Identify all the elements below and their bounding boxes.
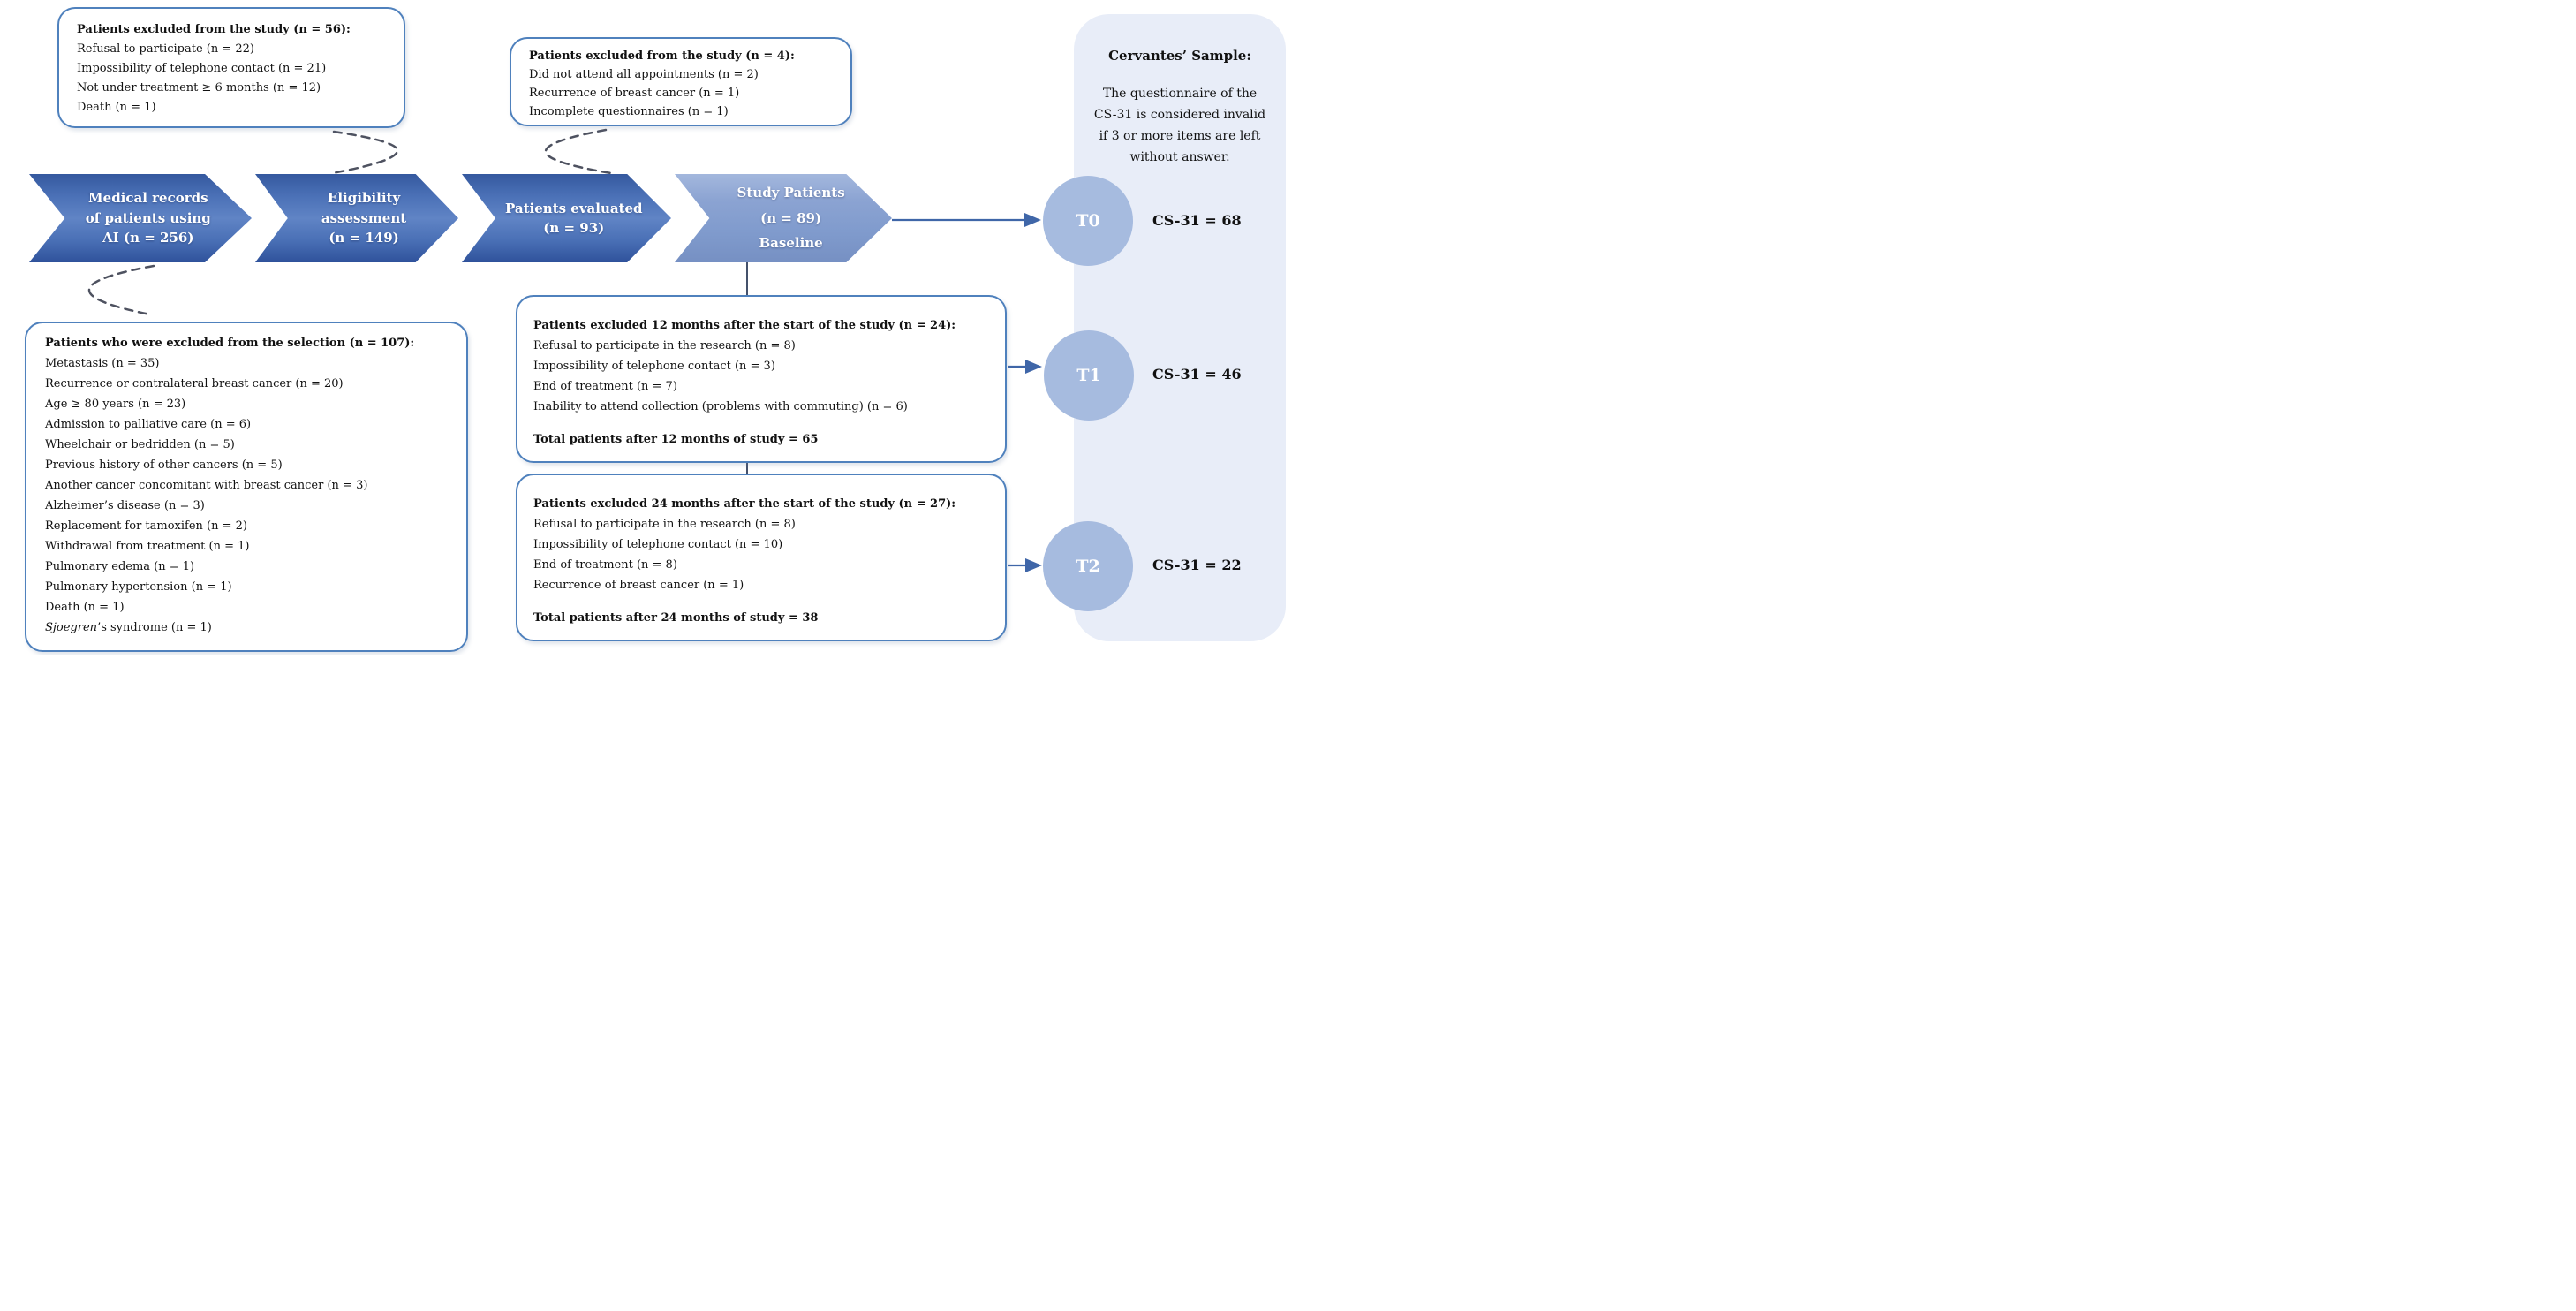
chevron-line: Medical records [88,190,208,207]
exclusion-item: Death (n = 1) [45,601,125,614]
arrowhead-t1 [1025,360,1042,374]
chevron-line: of patients using [85,209,211,226]
exclusion-item: Pulmonary hypertension (n = 1) [45,580,232,594]
chevron-label: Medical records of patients using AI (n … [29,174,252,262]
panel-note: The questionnaire of the CS-31 is consid… [1093,87,1266,164]
sjoegren-rest: ’s syndrome (n = 1) [97,621,212,634]
excluded-12-months-box: Patients excluded 12 months after the st… [516,295,1007,463]
cs31-score-t0: CS-31 = 68 [1152,212,1242,229]
exclusion-item: End of treatment (n = 7) [533,380,677,393]
sjoegren-italic: Sjoegren [45,621,98,634]
exclusion-item: Refusal to participate in the research (… [533,518,796,531]
exclusion-item: Alzheimer’s disease (n = 3) [45,499,205,512]
box-title: Patients excluded from the study (n = 56… [77,23,351,36]
exclusion-item: Incomplete questionnaires (n = 1) [529,105,729,118]
chevron-label: Patients evaluated (n = 93) [462,174,671,262]
chevron-line: Eligibility [327,190,401,207]
timepoint-circle-t1: T1 [1044,330,1134,421]
exclusion-item: Not under treatment ≥ 6 months (n = 12) [77,81,321,95]
exclusion-item: Age ≥ 80 years (n = 23) [45,398,186,411]
chevron-eligibility-assessment: Eligibility assessment (n = 149) [255,174,458,262]
exclusion-item: Recurrence of breast cancer (n = 1) [529,87,740,100]
chevron-line: Baseline [759,235,823,252]
exclusion-item: Admission to palliative care (n = 6) [45,418,252,431]
chevron-line: assessment [321,209,407,226]
exclusion-item: Impossibility of telephone contact (n = … [533,538,783,551]
cs31-score-t2: CS-31 = 22 [1152,557,1242,573]
chevron-label: Study Patients (n = 89) Baseline [675,174,892,262]
excluded-107-box: Patients who were excluded from the sele… [25,322,468,652]
total-after-12-months: Total patients after 12 months of study … [533,433,819,446]
chevron-line: AI (n = 256) [102,230,194,246]
box-title: Patients excluded from the study (n = 4)… [529,49,795,63]
exclusion-item: Recurrence or contralateral breast cance… [45,377,344,390]
exclusion-item: Impossibility of telephone contact (n = … [77,62,327,75]
chevron-line: (n = 149) [329,230,399,246]
exclusion-item: Death (n = 1) [77,101,156,114]
total-after-24-months: Total patients after 24 months of study … [533,611,819,625]
chevron-line: (n = 93) [543,220,605,236]
chevron-line: Study Patients [737,185,845,201]
arrowhead-t2 [1025,558,1042,572]
exclusion-item: Impossibility of telephone contact (n = … [533,360,775,373]
exclusion-item: Recurrence of breast cancer (n = 1) [533,579,744,592]
box-title: Patients excluded 12 months after the st… [533,319,956,332]
dashed-connector-excluded4 [544,128,613,175]
panel-title: Cervantes’ Sample: [1108,48,1251,64]
box-title: Patients who were excluded from the sele… [45,337,415,350]
chevron-line: (n = 89) [760,209,822,226]
timepoint-circle-t2: T2 [1043,521,1133,611]
exclusion-item: End of treatment (n = 8) [533,558,677,572]
exclusion-item: Refusal to participate in the research (… [533,339,796,352]
chevron-study-patients: Study Patients (n = 89) Baseline [675,174,892,262]
arrowhead-t0 [1024,213,1041,227]
box-title: Patients excluded 24 months after the st… [533,497,956,511]
exclusion-item: Inability to attend collection (problems… [533,400,908,413]
timepoint-circle-t0: T0 [1043,176,1133,266]
exclusion-item: Replacement for tamoxifen (n = 2) [45,519,247,533]
exclusion-item: Refusal to participate (n = 22) [77,42,255,56]
chevron-patients-evaluated: Patients evaluated (n = 93) [462,174,671,262]
exclusion-item: Another cancer concomitant with breast c… [45,479,368,492]
exclusion-item: Did not attend all appointments (n = 2) [529,68,759,81]
chevron-line: Patients evaluated [505,200,643,216]
exclusion-item: Wheelchair or bedridden (n = 5) [45,438,235,451]
study-flow-diagram: Cervantes’ Sample: The questionnaire of … [0,0,1288,656]
excluded-56-box: Patients excluded from the study (n = 56… [57,7,405,128]
exclusion-item: Withdrawal from treatment (n = 1) [45,540,250,553]
dashed-connector-excluded107 [87,264,155,316]
timepoint-label: T1 [1076,366,1101,385]
excluded-24-months-box: Patients excluded 24 months after the st… [516,474,1007,641]
chevron-label: Eligibility assessment (n = 149) [255,174,458,262]
chevron-medical-records: Medical records of patients using AI (n … [29,174,252,262]
excluded-4-box: Patients excluded from the study (n = 4)… [510,37,852,126]
dashed-connector-excluded56 [330,130,399,175]
exclusion-item: Previous history of other cancers (n = 5… [45,458,283,472]
exclusion-item: Metastasis (n = 35) [45,357,160,370]
exclusion-item: Pulmonary edema (n = 1) [45,560,195,573]
timepoint-label: T0 [1076,211,1100,231]
cs31-score-t1: CS-31 = 46 [1152,366,1242,383]
exclusion-item-sjoegren: Sjoegren’s syndrome (n = 1) [45,618,452,638]
timepoint-label: T2 [1076,557,1100,576]
